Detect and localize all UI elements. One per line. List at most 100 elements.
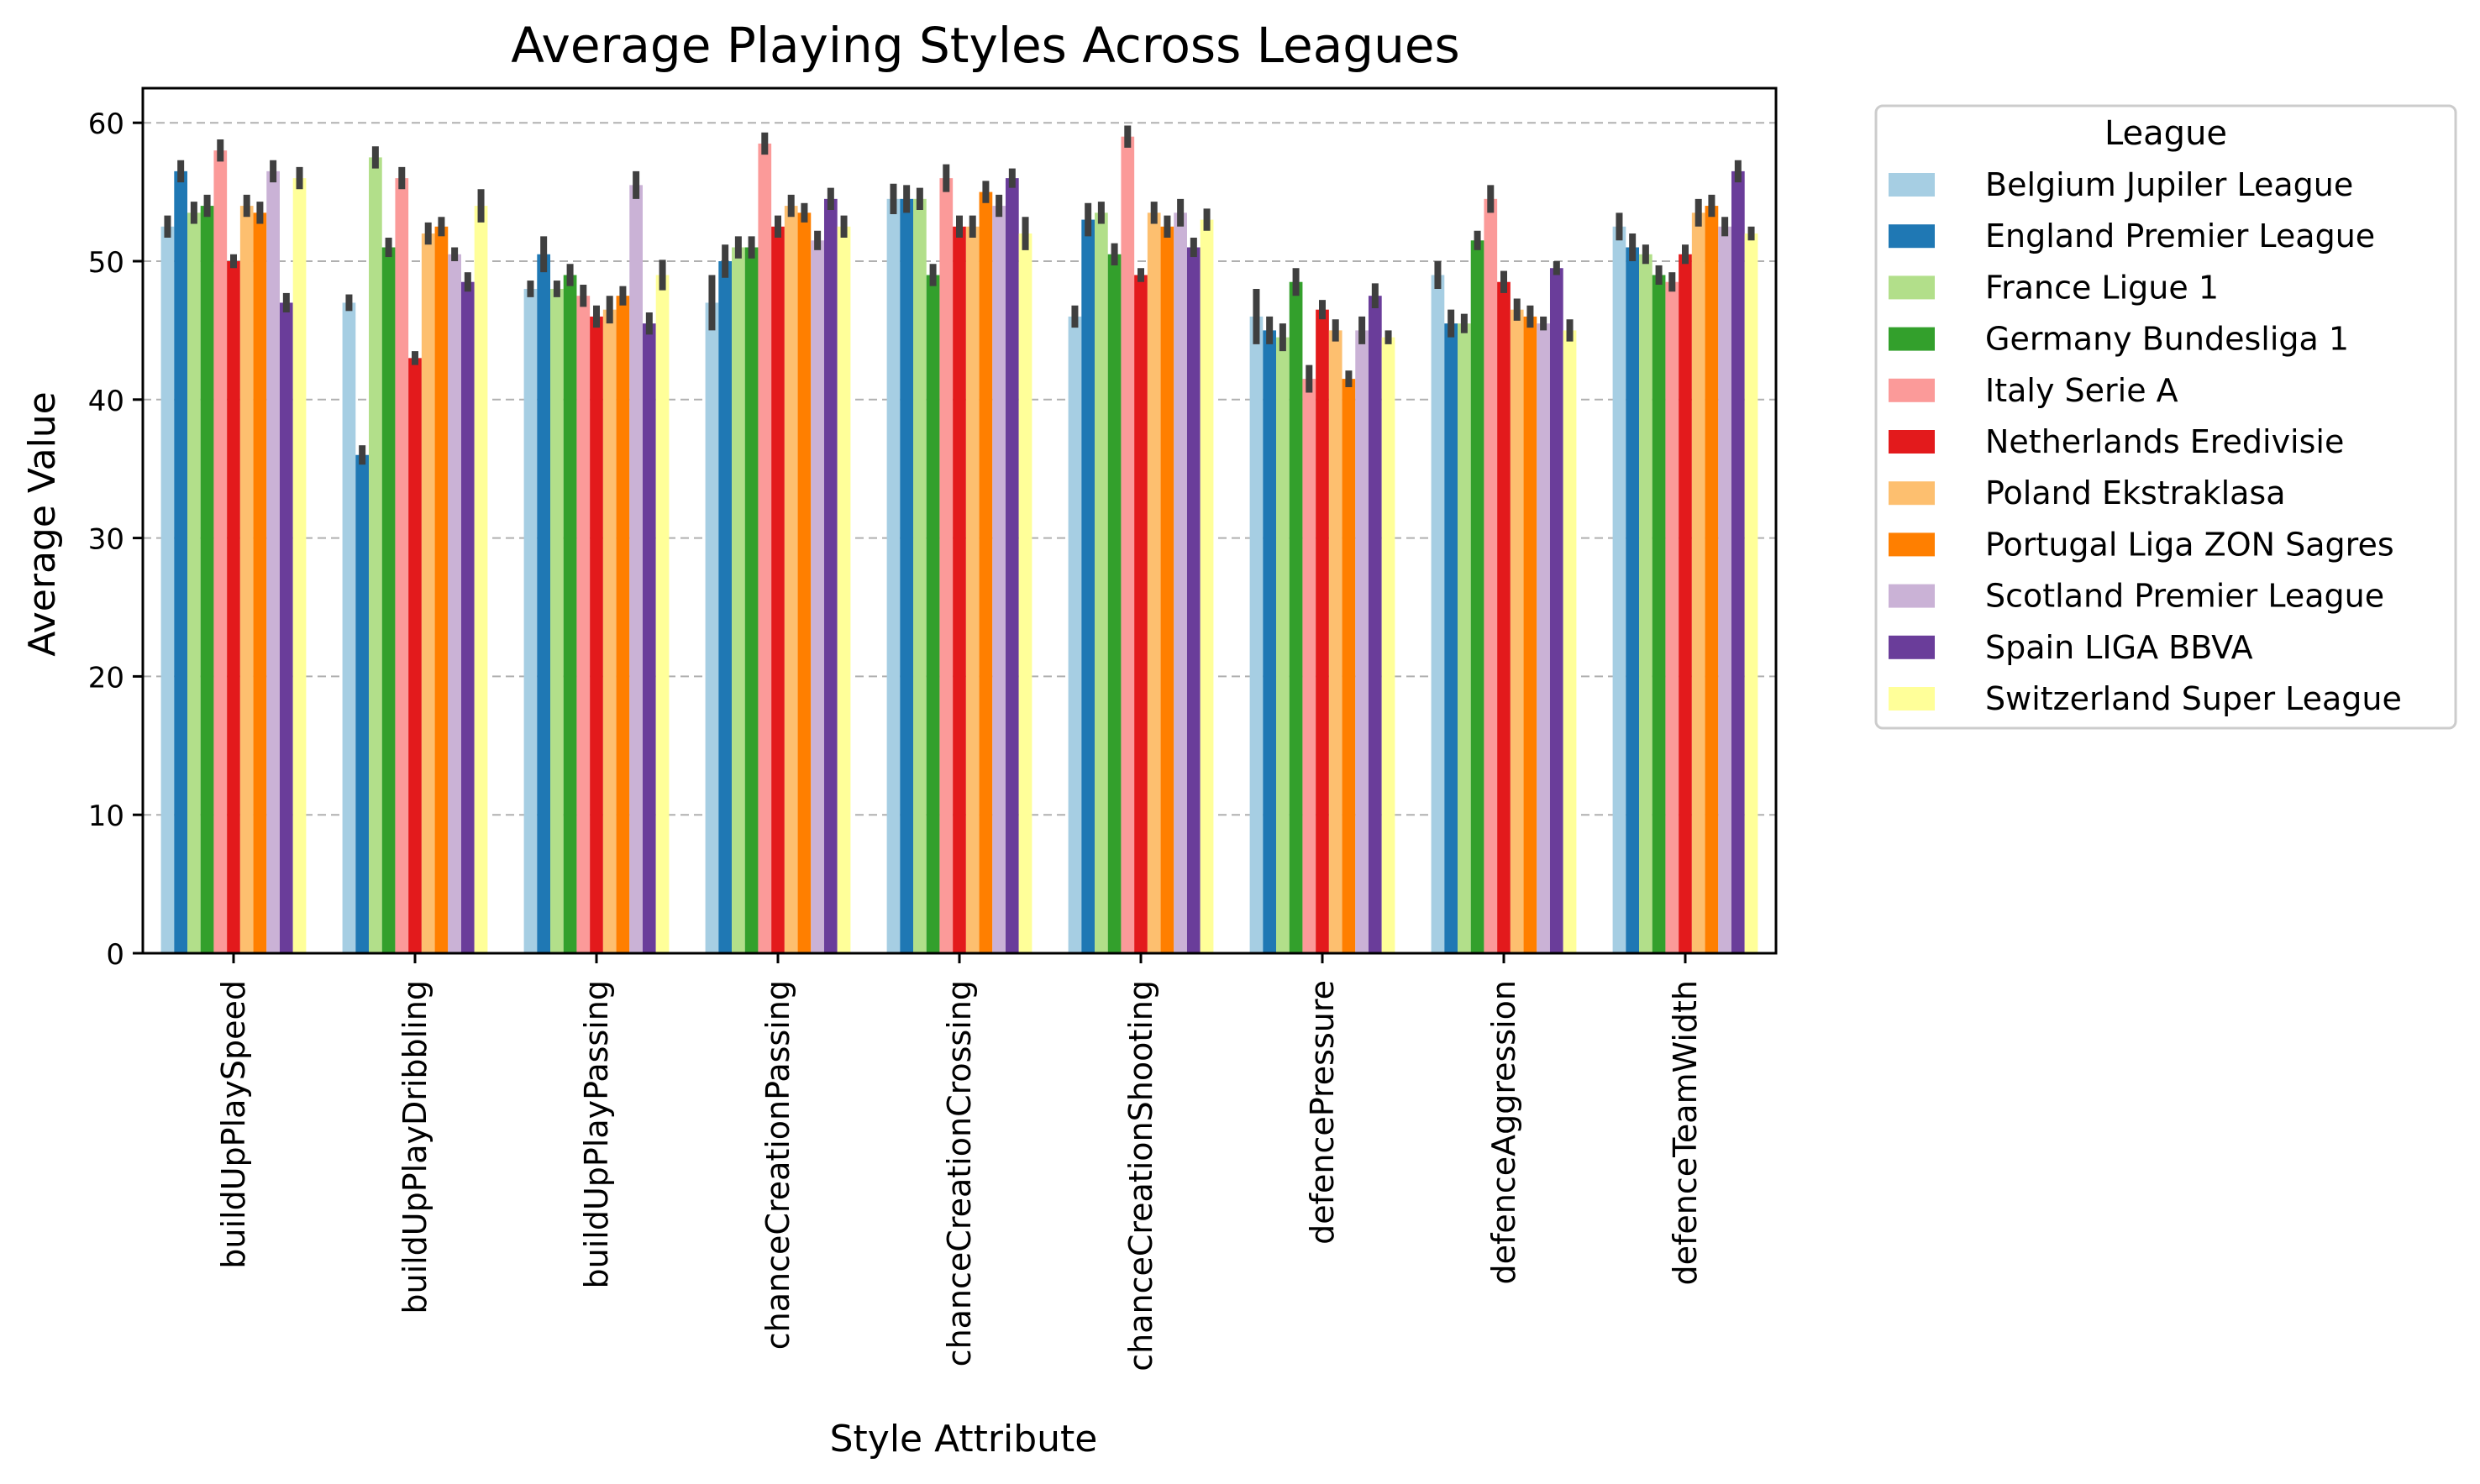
bars-group: [160, 125, 1758, 954]
x-tick-label: defencePressure: [1304, 980, 1341, 1245]
bar-france-ligue-1: [1458, 323, 1471, 953]
bar-france-ligue-1: [1276, 337, 1290, 953]
bar-poland-ekstraklasa: [421, 233, 435, 953]
x-axis-label: Style Attribute: [830, 1418, 1098, 1460]
bar-italy-serie-a: [213, 150, 228, 953]
bar-england-premier-league: [900, 198, 914, 954]
bar-portugal-liga-zon-sagres: [434, 226, 449, 953]
bar-spain-liga-bbva: [1005, 178, 1019, 953]
bar-germany-bundesliga-1: [744, 247, 759, 953]
bar-netherlands-eredivisie: [227, 261, 240, 953]
y-tick-label: 0: [106, 938, 124, 972]
bar-netherlands-eredivisie: [590, 316, 603, 953]
x-tick-label: chanceCreationCrossing: [941, 980, 978, 1366]
x-tick-label: buildUpPlayDribbling: [397, 980, 433, 1314]
bar-poland-ekstraklasa: [239, 206, 254, 953]
x-tick-label: chanceCreationShooting: [1122, 980, 1159, 1371]
bar-italy-serie-a: [1665, 281, 1679, 954]
bar-spain-liga-bbva: [642, 323, 656, 953]
bar-netherlands-eredivisie: [1134, 275, 1148, 954]
bar-belgium-jupiler-league: [1612, 226, 1626, 953]
bar-poland-ekstraklasa: [602, 309, 617, 953]
x-tick-label: defenceAggression: [1485, 980, 1522, 1285]
bar-belgium-jupiler-league: [1431, 275, 1445, 954]
y-tick-label: 10: [88, 800, 124, 833]
bar-switzerland-super-league: [655, 275, 670, 954]
bar-spain-liga-bbva: [460, 281, 475, 954]
bar-netherlands-eredivisie: [1679, 254, 1692, 953]
bar-belgium-jupiler-league: [1249, 316, 1264, 953]
bar-portugal-liga-zon-sagres: [1160, 226, 1174, 953]
bar-scotland-premier-league: [448, 254, 461, 953]
bar-switzerland-super-league: [1018, 233, 1032, 953]
bar-germany-bundesliga-1: [200, 206, 214, 953]
bar-poland-ekstraklasa: [965, 226, 980, 953]
legend-swatch: [1889, 327, 1935, 351]
bar-belgium-jupiler-league: [886, 198, 901, 954]
bar-italy-serie-a: [939, 178, 954, 953]
bar-spain-liga-bbva: [1186, 247, 1201, 953]
bar-spain-liga-bbva: [1731, 170, 1745, 953]
chart-title: Average Playing Styles Across Leagues: [511, 17, 1460, 74]
bar-netherlands-eredivisie: [1316, 309, 1329, 953]
legend-swatch: [1889, 173, 1935, 197]
bar-portugal-liga-zon-sagres: [1523, 316, 1537, 953]
y-tick-label: 40: [88, 385, 124, 418]
bar-france-ligue-1: [1095, 212, 1108, 953]
bar-poland-ekstraklasa: [1147, 212, 1161, 953]
bar-italy-serie-a: [576, 296, 591, 953]
legend-swatch: [1889, 275, 1935, 300]
bar-spain-liga-bbva: [279, 302, 293, 953]
bar-england-premier-league: [355, 454, 370, 953]
legend-swatch: [1889, 481, 1935, 506]
bar-netherlands-eredivisie: [771, 226, 785, 953]
bar-france-ligue-1: [187, 212, 201, 953]
bar-switzerland-super-league: [1563, 330, 1577, 953]
bar-belgium-jupiler-league: [705, 302, 719, 953]
bar-belgium-jupiler-league: [523, 288, 538, 954]
bar-england-premier-league: [537, 254, 551, 953]
bar-france-ligue-1: [550, 288, 564, 954]
legend-swatch: [1889, 532, 1935, 557]
bar-france-ligue-1: [369, 157, 382, 953]
bar-italy-serie-a: [395, 178, 409, 953]
bar-spain-liga-bbva: [1549, 268, 1563, 953]
bar-switzerland-super-league: [1381, 337, 1395, 953]
bar-scotland-premier-league: [1537, 323, 1550, 953]
bar-spain-liga-bbva: [823, 198, 838, 954]
bar-germany-bundesliga-1: [1289, 281, 1303, 954]
legend-swatch: [1889, 378, 1935, 402]
legend-label: England Premier League: [1985, 218, 2375, 254]
bar-portugal-liga-zon-sagres: [1342, 379, 1356, 954]
bar-belgium-jupiler-league: [1068, 316, 1082, 953]
bar-netherlands-eredivisie: [1497, 281, 1511, 954]
bar-scotland-premier-league: [1718, 226, 1731, 953]
bar-portugal-liga-zon-sagres: [979, 191, 993, 954]
bar-switzerland-super-league: [292, 178, 307, 953]
legend-label: Spain LIGA BBVA: [1985, 629, 2253, 666]
bar-germany-bundesliga-1: [1470, 240, 1484, 953]
x-tick-label: chanceCreationPassing: [759, 980, 796, 1350]
bar-france-ligue-1: [1639, 254, 1652, 953]
legend: League Belgium Jupiler League England Pre…: [1874, 104, 2457, 730]
legend-label: Switzerland Super League: [1985, 680, 2402, 717]
bar-italy-serie-a: [1484, 198, 1498, 954]
bar-switzerland-super-league: [474, 206, 488, 953]
bar-poland-ekstraklasa: [1328, 330, 1342, 953]
legend-label: Portugal Liga ZON Sagres: [1985, 526, 2394, 563]
bar-portugal-liga-zon-sagres: [253, 212, 267, 953]
bar-italy-serie-a: [1302, 379, 1316, 954]
bar-poland-ekstraklasa: [784, 206, 798, 953]
legend-swatch: [1889, 584, 1935, 608]
legend-label: France Ligue 1: [1985, 269, 2219, 306]
bar-scotland-premier-league: [1355, 330, 1369, 953]
legend-label: Netherlands Eredivisie: [1985, 423, 2344, 460]
legend-label: Poland Ekstraklasa: [1985, 475, 2286, 511]
bar-belgium-jupiler-league: [342, 302, 356, 953]
bar-germany-bundesliga-1: [926, 275, 940, 954]
legend-label: Italy Serie A: [1985, 372, 2178, 409]
legend-label: Germany Bundesliga 1: [1985, 321, 2349, 358]
x-tick-label: buildUpPlayPassing: [578, 980, 615, 1288]
y-axis-label: Average Value: [21, 391, 64, 657]
